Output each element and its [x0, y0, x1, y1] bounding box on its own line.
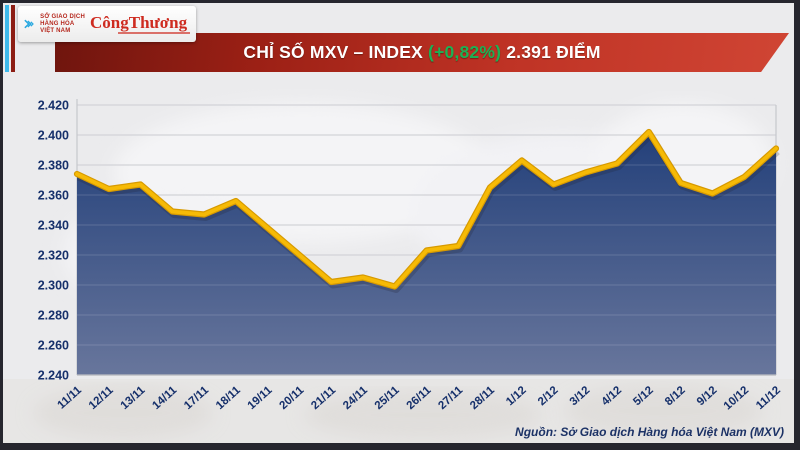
- y-tick-label: 2.360: [38, 189, 69, 203]
- infographic-canvas: 2.420 2.400 2.380 2.360 2.340 2.320 2.300 2.280…: [3, 3, 794, 443]
- title-change-percent: (+0,82%): [428, 42, 502, 62]
- y-tick-label: 2.340: [38, 219, 69, 233]
- y-tick-label: 2.400: [38, 129, 69, 143]
- y-tick-label: 2.240: [38, 369, 69, 383]
- index-line: [75, 130, 778, 289]
- decor-stripe-red: [11, 5, 15, 72]
- title-index-value: 2.391 ĐIỂM: [501, 42, 601, 62]
- congthuong-wordmark: CôngThương: [90, 12, 188, 32]
- y-tick-label: 2.320: [38, 249, 69, 263]
- congthuong-underline: [118, 31, 190, 34]
- mxv-chevrons-icon: [24, 19, 34, 29]
- page-title: CHỈ SỐ MXV – INDEX (+0,82%) 2.391 ĐIỂM: [243, 42, 600, 63]
- y-tick-label: 2.280: [38, 309, 69, 323]
- mxv-text-line2: HÀNG HÓA: [40, 20, 75, 27]
- congthuong-logo: CôngThương: [90, 12, 190, 34]
- y-tick-label: 2.420: [38, 99, 69, 113]
- title-main: CHỈ SỐ MXV – INDEX: [243, 42, 429, 62]
- watermark-blob: [563, 385, 763, 437]
- watermark-blob: [303, 391, 543, 439]
- mxv-congthuong-logo: SỞ GIAO DỊCH HÀNG HÓA VIỆT NAM CôngThươn…: [18, 6, 196, 42]
- mxv-logo-text: SỞ GIAO DỊCH HÀNG HÓA VIỆT NAM: [40, 14, 85, 35]
- decor-stripe-cyan: [5, 5, 9, 72]
- mxv-index-chart: 2.420 2.400 2.380 2.360 2.340 2.320 2.300 2.280…: [3, 99, 794, 443]
- watermark-blob: [33, 387, 213, 439]
- source-label: Nguồn: Sở Giao dịch Hàng hóa Việt Nam (M…: [515, 425, 784, 439]
- y-tick-label: 2.300: [38, 279, 69, 293]
- y-tick-label: 2.380: [38, 159, 69, 173]
- mxv-text-line1: SỞ GIAO DỊCH: [40, 13, 85, 20]
- mxv-text-line3: VIỆT NAM: [40, 27, 71, 34]
- y-tick-label: 2.260: [38, 339, 69, 353]
